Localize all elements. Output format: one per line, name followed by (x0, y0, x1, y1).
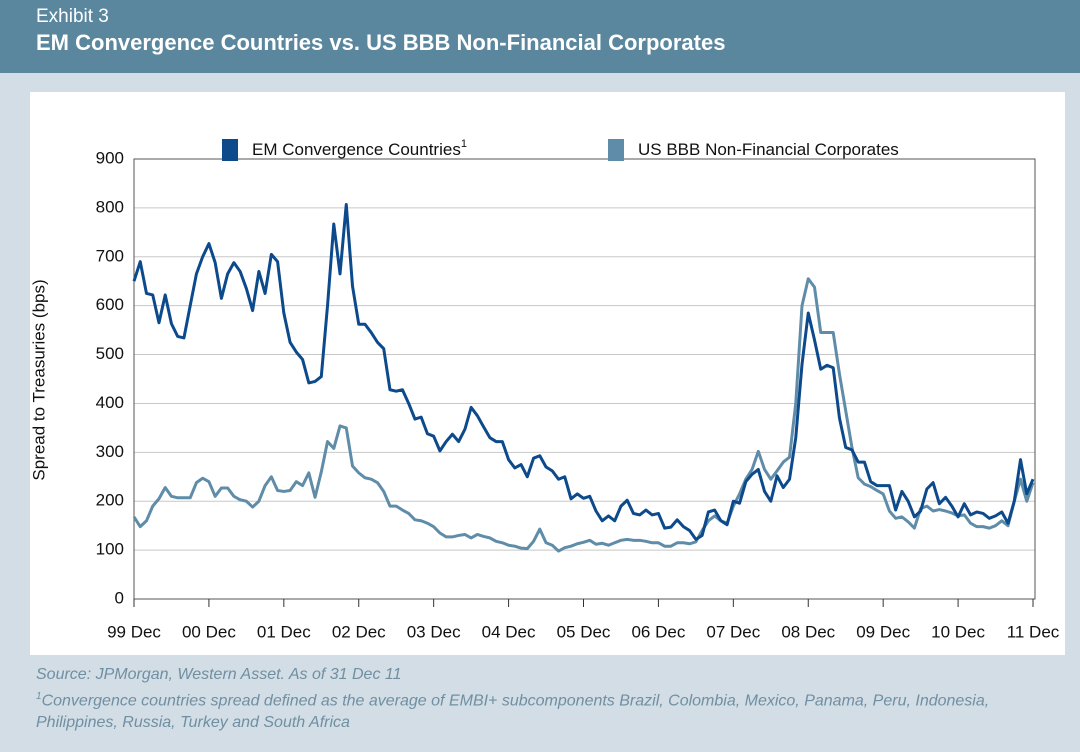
x-tick-label: 00 Dec (182, 622, 236, 641)
chart-title: EM Convergence Countries vs. US BBB Non-… (36, 30, 726, 55)
x-tick-label: 06 Dec (631, 622, 685, 641)
legend-text: EM Convergence Countries (252, 140, 461, 159)
x-tick-label: 05 Dec (557, 622, 611, 641)
y-tick-label: 500 (96, 344, 124, 363)
footnote: 1Convergence countries spread defined as… (36, 686, 1056, 734)
footnote-text: Convergence countries spread defined as … (36, 692, 990, 732)
footnote-marker: 1 (36, 691, 42, 702)
y-axis-label: Spread to Treasuries (bps) (29, 279, 48, 480)
x-tick-label: 01 Dec (257, 622, 311, 641)
y-tick-label: 900 (96, 148, 124, 167)
legend-footnote-marker: 1 (461, 138, 467, 150)
y-tick-label: 600 (96, 295, 124, 314)
y-tick-label: 700 (96, 246, 124, 265)
exhibit-label: Exhibit 3 (36, 6, 109, 27)
series-line (132, 202, 1035, 541)
legend-swatch (608, 139, 624, 161)
legend-label: EM Convergence Countries1 (252, 138, 467, 160)
y-tick-label: 400 (96, 393, 124, 412)
plot-frame (133, 158, 1036, 600)
x-tick-label: 10 Dec (931, 622, 985, 641)
chart-panel (30, 92, 1065, 655)
x-tick-label: 07 Dec (706, 622, 760, 641)
legend-text: US BBB Non-Financial Corporates (638, 140, 899, 159)
y-tick-label: 200 (96, 491, 124, 510)
y-tick-label: 0 (115, 588, 124, 607)
y-tick-label: 100 (96, 540, 124, 559)
legend-label: US BBB Non-Financial Corporates (638, 140, 899, 159)
chart: Spread to Treasuries (bps) 0 100 200 300 400… (29, 138, 1060, 642)
x-tick-label: 99 Dec (107, 622, 161, 641)
x-tick-label: 02 Dec (332, 622, 386, 641)
x-tick-label: 09 Dec (856, 622, 910, 641)
notes: Source: JPMorgan, Western Asset. As of 3… (36, 664, 1056, 734)
x-tick-label: 03 Dec (407, 622, 461, 641)
x-tick-label: 04 Dec (482, 622, 536, 641)
x-tick-label: 08 Dec (781, 622, 835, 641)
header: Exhibit 3 EM Convergence Countries vs. U… (0, 0, 1080, 73)
y-tick-label: 800 (96, 197, 124, 216)
series-line (132, 277, 1035, 553)
x-tick-label: 11 Dec (1007, 622, 1060, 641)
source: Source: JPMorgan, Western Asset. As of 3… (36, 666, 402, 683)
legend-swatch (222, 139, 238, 161)
y-tick-label: 300 (96, 442, 124, 461)
